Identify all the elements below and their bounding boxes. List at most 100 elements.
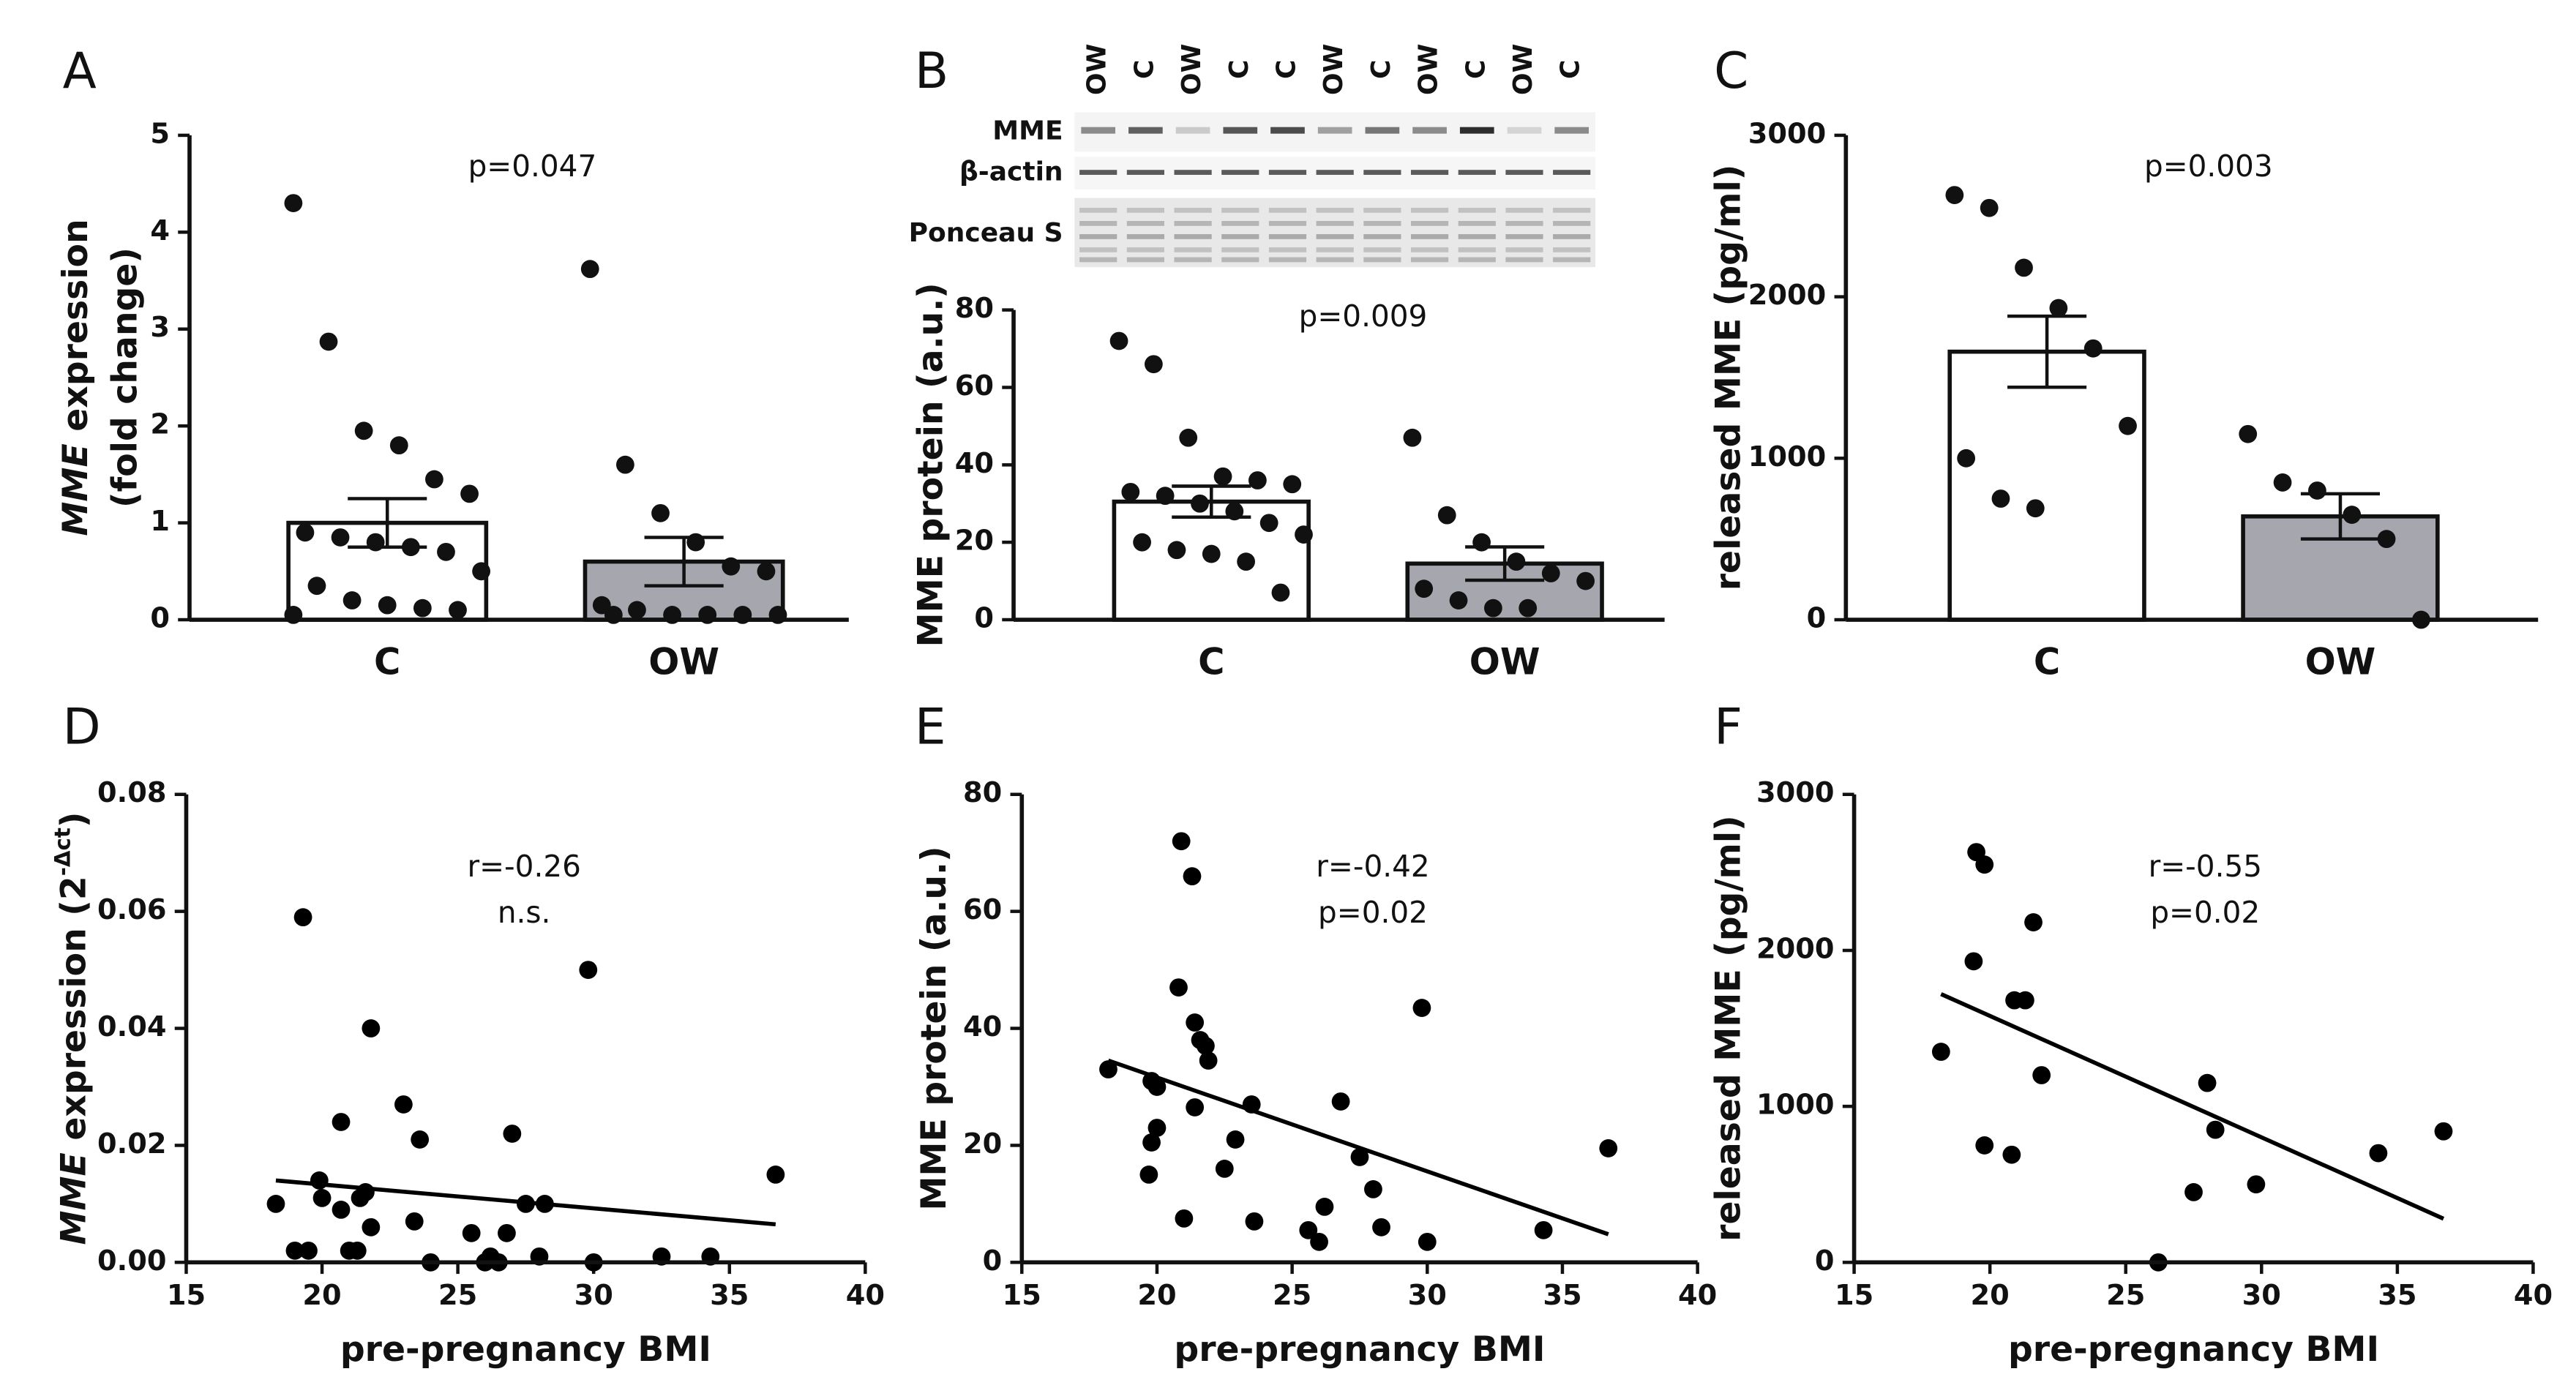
data-point	[2198, 1073, 2217, 1092]
lane-label: C	[1461, 60, 1491, 79]
band	[1505, 208, 1543, 213]
blot-row-label: β-actin	[959, 157, 1063, 187]
data-point	[1199, 1051, 1218, 1070]
panel-letter: E	[915, 697, 946, 755]
band	[1079, 234, 1117, 239]
data-point	[351, 1189, 370, 1207]
data-point	[312, 1189, 332, 1207]
band	[1410, 170, 1449, 175]
band	[1410, 234, 1449, 239]
label-part: MME protein (a.u.)	[911, 282, 951, 647]
data-point	[1271, 583, 1290, 602]
x-tick-label: 30	[574, 1279, 613, 1312]
annotation: r=-0.42	[1316, 849, 1429, 884]
x-tick-label: 35	[2378, 1279, 2416, 1312]
label-part: released MME (pg/ml)	[1709, 165, 1749, 591]
data-point	[354, 421, 373, 440]
data-point	[1519, 598, 1538, 618]
band	[1316, 247, 1354, 252]
data-point	[1418, 1232, 1437, 1251]
x-tick-label: OW	[648, 640, 719, 683]
band	[1221, 257, 1259, 263]
x-tick-label: OW	[1469, 640, 1540, 683]
label-part: expression (2	[54, 876, 94, 1152]
y-tick-label: 1000	[1748, 440, 1827, 473]
band	[1081, 127, 1116, 134]
band	[1079, 221, 1117, 226]
y-tick-label: 0	[1807, 602, 1827, 635]
x-tick-label: 15	[167, 1279, 206, 1312]
y-tick-label: 3000	[1756, 776, 1835, 809]
data-point	[331, 528, 350, 547]
data-point	[1403, 428, 1422, 447]
lane-label: OW	[1319, 44, 1349, 95]
data-point	[1372, 1217, 1390, 1236]
lane-label: C	[1366, 60, 1396, 79]
y-tick-label: 2000	[1756, 932, 1835, 965]
band	[1126, 247, 1164, 252]
x-tick-label: 35	[710, 1279, 749, 1312]
band	[1174, 257, 1212, 263]
trend-line	[1107, 1058, 1609, 1236]
band	[1363, 170, 1401, 175]
band	[1175, 127, 1210, 134]
annotation: p=0.003	[2144, 149, 2273, 184]
band	[1458, 208, 1496, 213]
data-point	[1183, 867, 1202, 886]
data-point	[1415, 579, 1434, 598]
y-tick-label: 40	[963, 1010, 1002, 1043]
data-point	[1975, 1136, 1994, 1155]
band	[1268, 221, 1307, 226]
y-tick-label: 20	[963, 1127, 1002, 1160]
x-axis-label: pre-pregnancy BMI	[2008, 1329, 2379, 1370]
band	[1174, 247, 1212, 252]
label-part: )	[54, 812, 94, 828]
y-tick-label: 0.02	[97, 1127, 166, 1160]
bar	[1947, 349, 2146, 622]
panel-letter: A	[63, 42, 97, 100]
lane-label: C	[1224, 60, 1254, 79]
band	[1221, 221, 1259, 226]
band	[1174, 234, 1212, 239]
band	[1505, 247, 1543, 252]
data-point	[340, 1241, 359, 1260]
x-axis-label: pre-pregnancy BMI	[340, 1329, 711, 1370]
data-point	[362, 1217, 381, 1236]
band	[1363, 234, 1401, 239]
band	[1410, 208, 1449, 213]
data-point	[686, 533, 705, 552]
data-point	[722, 557, 741, 576]
blot-row-label: MME	[992, 116, 1063, 146]
y-tick-label: 3000	[1748, 117, 1827, 150]
y-tick-label: 0.06	[97, 893, 166, 926]
band	[1221, 234, 1259, 239]
y-tick-label: 2000	[1748, 279, 1827, 312]
y-tick-label: 0.04	[97, 1010, 166, 1043]
annotation: r=-0.55	[2149, 849, 2262, 884]
data-point	[2206, 1120, 2225, 1139]
data-point	[1472, 533, 1491, 552]
data-point	[1167, 541, 1186, 560]
y-tick-label: 60	[955, 369, 994, 402]
data-point	[1121, 482, 1140, 501]
y-tick-label: 0	[150, 602, 170, 635]
band	[1459, 127, 1494, 134]
data-point	[1172, 832, 1191, 851]
band	[1553, 247, 1591, 252]
data-point	[1957, 449, 1976, 468]
band	[1363, 247, 1401, 252]
data-point	[266, 1195, 285, 1213]
x-tick-label: 20	[302, 1279, 341, 1312]
band	[1365, 127, 1400, 134]
data-point	[462, 1223, 481, 1242]
blot-row-label: Ponceau S	[909, 218, 1063, 248]
x-tick-label: 35	[1543, 1279, 1581, 1312]
band	[1553, 170, 1591, 175]
data-point	[1197, 1037, 1215, 1055]
band	[1126, 170, 1164, 175]
data-point	[579, 961, 598, 979]
band	[1458, 170, 1496, 175]
band	[1553, 257, 1591, 263]
annotation: p=0.009	[1299, 299, 1428, 334]
data-point	[615, 455, 634, 474]
